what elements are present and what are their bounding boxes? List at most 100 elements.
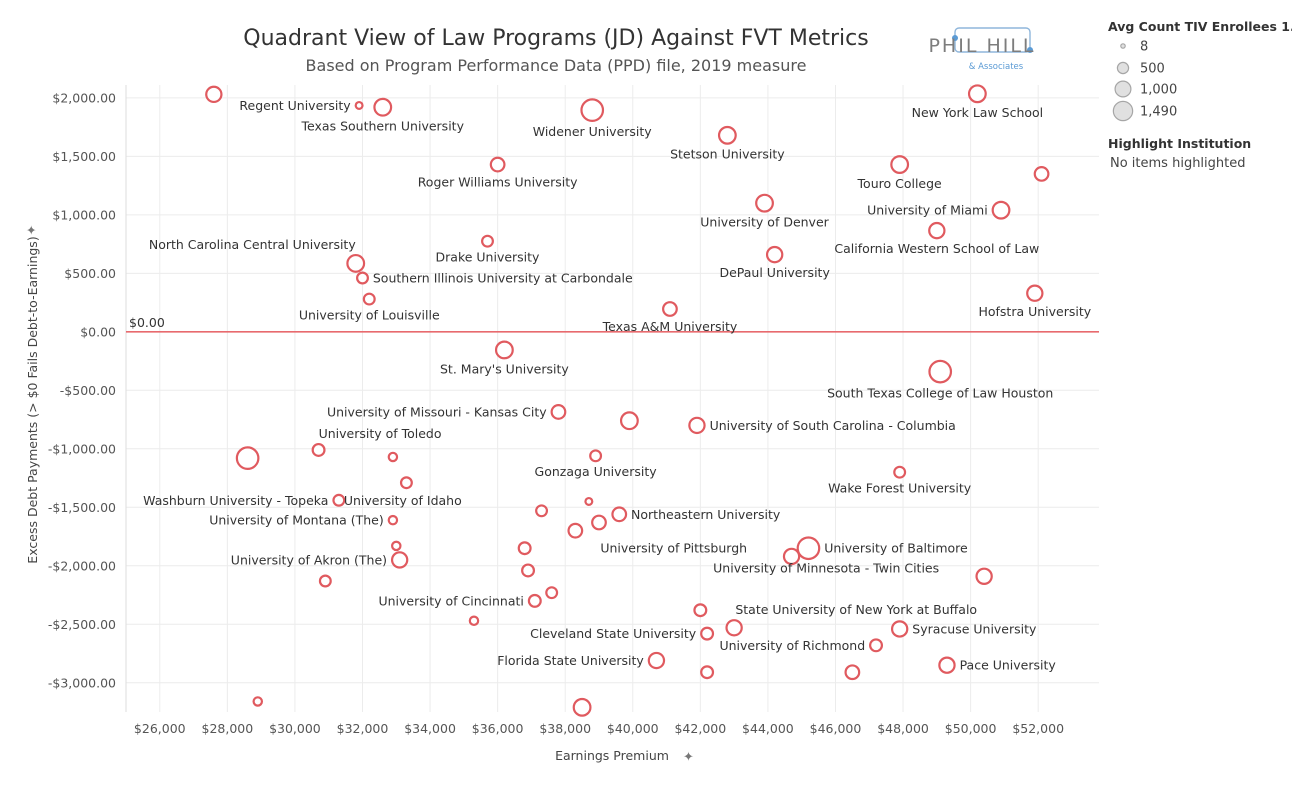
data-point[interactable]: [354, 100, 364, 110]
data-point[interactable]: [611, 506, 628, 523]
x-axis-pin-icon[interactable]: ✦: [683, 750, 694, 765]
data-point[interactable]: [387, 514, 399, 526]
data-point[interactable]: [725, 619, 743, 637]
x-tick-label: $26,000: [134, 721, 186, 736]
data-point[interactable]: [252, 696, 264, 707]
x-tick-label: $28,000: [202, 721, 254, 736]
highlight-value[interactable]: No items highlighted: [1110, 156, 1246, 171]
data-point[interactable]: [373, 97, 393, 117]
data-point[interactable]: [967, 84, 987, 104]
data-point[interactable]: [700, 626, 715, 641]
data-point[interactable]: [527, 593, 542, 608]
x-tick-label: $36,000: [472, 721, 524, 736]
data-point[interactable]: [619, 411, 639, 431]
y-tick-label: $500.00: [64, 266, 116, 281]
point-label: University of Toledo: [319, 426, 442, 441]
data-point[interactable]: [1026, 284, 1044, 302]
data-point[interactable]: [765, 245, 784, 264]
data-point[interactable]: [755, 193, 774, 213]
point-label: Southern Illinois University at Carbonda…: [373, 271, 633, 286]
point-label: Widener University: [533, 124, 653, 139]
data-point[interactable]: [869, 638, 884, 653]
data-point[interactable]: [489, 156, 506, 173]
data-point[interactable]: [975, 567, 993, 586]
data-point[interactable]: [991, 200, 1011, 220]
data-point[interactable]: [1033, 166, 1050, 182]
data-point[interactable]: [928, 221, 946, 240]
data-point[interactable]: [399, 476, 413, 490]
data-point[interactable]: [362, 292, 376, 306]
data-point[interactable]: [572, 697, 592, 717]
point-label: University of Richmond: [719, 638, 865, 653]
data-point[interactable]: [938, 656, 956, 674]
x-tick-label: $40,000: [607, 721, 659, 736]
data-point[interactable]: [346, 253, 366, 273]
data-point[interactable]: [517, 541, 532, 556]
data-point[interactable]: [535, 504, 549, 518]
y-tick-label: -$2,500.00: [48, 617, 116, 632]
data-point[interactable]: [890, 155, 910, 174]
x-tick-label: $46,000: [810, 721, 862, 736]
data-point[interactable]: [700, 665, 715, 680]
data-point[interactable]: [782, 547, 801, 566]
data-point[interactable]: [494, 340, 514, 360]
point-label: University of Denver: [700, 214, 829, 229]
point-label: Texas Southern University: [301, 119, 465, 134]
point-label: DePaul University: [719, 265, 830, 280]
data-point[interactable]: [545, 586, 559, 600]
point-label: Syracuse University: [912, 621, 1037, 636]
x-tick-label: $34,000: [404, 721, 456, 736]
data-point[interactable]: [717, 125, 737, 145]
data-point[interactable]: [356, 271, 369, 285]
data-point[interactable]: [662, 301, 678, 317]
point-label: Gonzaga University: [535, 464, 658, 479]
y-tick-label: -$1,000.00: [48, 441, 116, 456]
data-point[interactable]: [693, 603, 708, 618]
data-point[interactable]: [390, 551, 409, 569]
data-point[interactable]: [688, 416, 706, 435]
data-point[interactable]: [584, 496, 594, 506]
data-point[interactable]: [391, 540, 402, 552]
data-point[interactable]: [550, 404, 567, 420]
chart-subtitle: Based on Program Performance Data (PPD) …: [306, 56, 807, 75]
data-point[interactable]: [311, 442, 326, 457]
point-label: University of Akron (The): [231, 552, 387, 567]
data-point[interactable]: [893, 465, 907, 479]
data-point[interactable]: [589, 449, 603, 463]
data-point[interactable]: [591, 514, 607, 531]
point-labels: Regent University Texas Southern Universi…: [143, 98, 1092, 673]
point-label: California Western School of Law: [834, 241, 1039, 256]
point-label: South Texas College of Law Houston: [827, 385, 1053, 400]
data-point[interactable]: [318, 574, 332, 588]
data-point[interactable]: [567, 522, 584, 539]
legend-size-label: 8: [1140, 40, 1148, 55]
y-axis-pin-icon[interactable]: ✦: [25, 224, 40, 235]
y-tick-label: $1,500.00: [52, 149, 116, 164]
y-tick-label: $0.00: [80, 324, 116, 339]
legend-size-circle: [1112, 100, 1134, 122]
legend-title: Avg Count TIV Enrollees 1..: [1108, 19, 1292, 34]
x-tick-label: $52,000: [1012, 721, 1064, 736]
data-point[interactable]: [844, 664, 861, 681]
data-point[interactable]: [796, 536, 821, 561]
data-point[interactable]: [332, 493, 346, 507]
data-point[interactable]: [580, 98, 605, 123]
point-label: State University of New York at Buffalo: [735, 602, 977, 617]
data-point[interactable]: [387, 451, 399, 463]
point-label: Cleveland State University: [530, 626, 697, 641]
x-axis-title: Earnings Premium: [555, 748, 669, 763]
data-point[interactable]: [521, 563, 536, 578]
data-point[interactable]: [481, 234, 494, 248]
legend-size-label: 1,490: [1140, 105, 1177, 120]
data-point[interactable]: [890, 620, 909, 638]
point-label: Florida State University: [497, 653, 644, 668]
data-point[interactable]: [235, 446, 260, 471]
logo-main-text: PHIL HILL: [928, 35, 1035, 57]
point-label: University of Pittsburgh: [600, 540, 747, 555]
data-point[interactable]: [928, 359, 953, 384]
x-tick-label: $44,000: [742, 721, 794, 736]
data-point[interactable]: [468, 615, 480, 627]
zero-reference-label: $0.00: [129, 315, 165, 330]
data-point[interactable]: [647, 651, 666, 670]
data-point[interactable]: [205, 85, 223, 104]
